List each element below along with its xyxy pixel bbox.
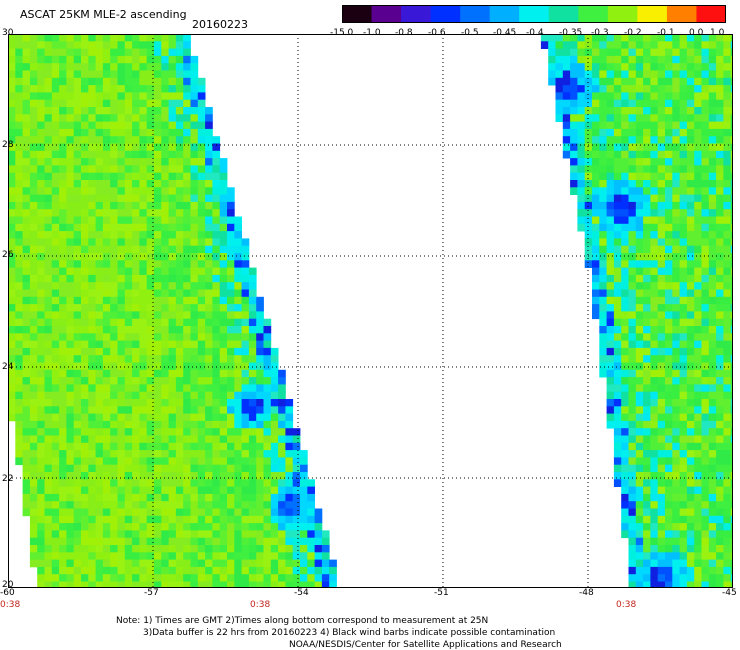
lat-label-30: 30 bbox=[2, 28, 14, 38]
colorbar-label: -15.0 bbox=[330, 28, 354, 38]
note-line-2: 3)Data buffer is 22 hrs from 20160223 4)… bbox=[143, 628, 556, 638]
lon-label-48: -48 bbox=[579, 588, 594, 598]
colorbar-segment bbox=[519, 5, 550, 23]
plot-frame bbox=[8, 34, 733, 588]
time-label: 0:38 bbox=[616, 600, 637, 610]
colorbar-label: -0.35 bbox=[559, 28, 583, 38]
colorbar-segment bbox=[607, 5, 638, 23]
lon-label-51: -51 bbox=[434, 588, 449, 598]
colorbar-label: -0.1 bbox=[657, 28, 675, 38]
grid-lines bbox=[8, 34, 733, 588]
lat-label-24: 24 bbox=[2, 362, 14, 372]
colorbar-label: -0.4 bbox=[526, 28, 544, 38]
colorbar-segment bbox=[666, 5, 698, 23]
note-line-1: Note: 1) Times are GMT 2)Times along bot… bbox=[116, 616, 489, 626]
colorbar-segment bbox=[371, 5, 402, 23]
colorbar-label: -0.5 bbox=[461, 28, 479, 38]
lon-label-60: -60 bbox=[0, 588, 15, 598]
colorbar-segment bbox=[696, 5, 726, 23]
colorbar-label: -0.8 bbox=[395, 28, 413, 38]
lon-label-54: -54 bbox=[294, 588, 309, 598]
colorbar-segment bbox=[342, 5, 373, 23]
colorbar-label: 0.0 bbox=[689, 28, 704, 38]
chart-title: ASCAT 25KM MLE-2 ascending bbox=[20, 8, 187, 21]
swath-map bbox=[8, 34, 733, 588]
colorbar-segment bbox=[430, 5, 461, 23]
colorbar-segment bbox=[548, 5, 579, 23]
lat-label-22: 22 bbox=[2, 474, 14, 484]
colorbar-segment bbox=[578, 5, 609, 23]
colorbar-label: -0.45 bbox=[493, 28, 517, 38]
colorbar bbox=[342, 5, 726, 23]
colorbar-segment bbox=[401, 5, 432, 23]
colorbar-segment bbox=[460, 5, 491, 23]
colorbar-segment bbox=[637, 5, 668, 23]
lat-label-28: 28 bbox=[2, 140, 14, 150]
chart-date: 20160223 bbox=[192, 18, 248, 31]
colorbar-label: -0.3 bbox=[591, 28, 609, 38]
colorbar-label: -1.0 bbox=[363, 28, 381, 38]
lat-label-26: 26 bbox=[2, 250, 14, 260]
lat-label-20: 20 bbox=[2, 580, 14, 590]
colorbar-segment bbox=[489, 5, 520, 23]
lon-label-45: -45 bbox=[722, 588, 737, 598]
colorbar-label: -0.6 bbox=[428, 28, 446, 38]
colorbar-label: -0.2 bbox=[624, 28, 642, 38]
lon-label-57: -57 bbox=[144, 588, 159, 598]
swath-cells bbox=[8, 34, 733, 588]
time-label: 0:38 bbox=[250, 600, 271, 610]
time-label: 0:38 bbox=[0, 600, 21, 610]
colorbar-label: 1.0 bbox=[710, 28, 725, 38]
note-line-3: NOAA/NESDIS/Center for Satellite Applica… bbox=[289, 640, 562, 650]
